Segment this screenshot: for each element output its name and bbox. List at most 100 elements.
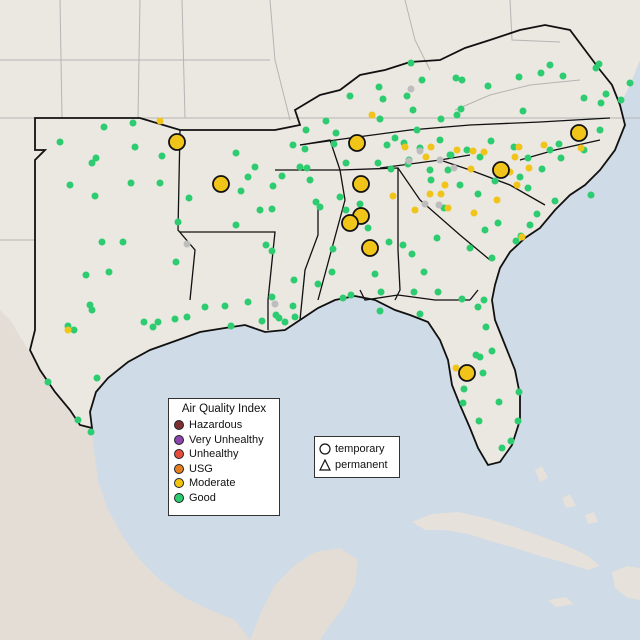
good-site-marker [66,181,74,189]
land-hispaniola [612,566,640,600]
legend-label: Hazardous [189,419,243,432]
land-cuba [412,512,600,570]
good-site-marker [474,190,482,198]
good-site-marker [498,444,506,452]
good-site-marker [516,173,524,181]
good-site-marker [519,107,527,115]
good-site-marker [183,313,191,321]
good-site-marker [475,417,483,425]
good-site-marker [56,138,64,146]
good-site-marker [291,313,299,321]
gray-site-marker [435,201,443,209]
moderate-site-marker [518,233,526,241]
land-us [0,0,640,465]
moderate-site-marker [401,143,409,151]
moderate-site-marker [513,181,521,189]
moderate-site-marker [368,111,376,119]
good-site-marker [262,241,270,249]
good-swatch [174,492,184,503]
good-site-marker [278,172,286,180]
good-site-marker [301,145,309,153]
good-site-marker [129,119,137,127]
good-sites [44,59,634,452]
good-site-marker [158,152,166,160]
gray-site-marker [436,156,444,164]
good-site-marker [82,271,90,279]
gray-site-marker [183,240,191,248]
good-site-marker [92,154,100,162]
good-site-marker [452,74,460,82]
temporary-label: temporary [335,443,385,455]
region-outline [29,24,626,467]
good-site-marker [546,61,554,69]
good-site-marker [268,205,276,213]
good-site-marker [420,268,428,276]
legend-label: USG [189,462,213,475]
good-site-marker [100,123,108,131]
good-site-marker [597,99,605,107]
gray-site-marker [416,147,424,155]
moderate-site-marker [452,364,460,372]
good-site-marker [476,353,484,361]
good-site-marker [514,417,522,425]
moderate-site-marker [389,192,397,200]
good-site-marker [559,72,567,80]
moderate-site-marker [422,153,430,161]
unhealthy-swatch [174,449,184,460]
good-site-marker [433,234,441,242]
good-site-marker [119,238,127,246]
good-site-marker [256,206,264,214]
moderate-site-marker [470,209,478,217]
good-site-marker [336,193,344,201]
moderate-site-marker [540,141,548,149]
moderate-temporary-marker [492,161,510,179]
good-site-marker [515,388,523,396]
land-bahamas [535,466,598,524]
hazardous-swatch [174,420,184,431]
good-site-marker [434,288,442,296]
good-site-marker [281,318,289,326]
good-site-marker [302,126,310,134]
moderate-temporary-marker [348,134,366,152]
moderate-site-marker [480,148,488,156]
good-site-marker [131,143,139,151]
moderate-site-marker [427,143,435,151]
good-site-marker [105,268,113,276]
moderate-site-marker [453,146,461,154]
good-site-marker [418,76,426,84]
good-site-marker [330,140,338,148]
good-site-marker [98,238,106,246]
gray-sites [183,85,458,308]
moderate-site-marker [411,206,419,214]
good-site-marker [385,238,393,246]
good-site-marker [537,69,545,77]
good-site-marker [149,323,157,331]
good-site-marker [416,310,424,318]
good-site-marker [533,210,541,218]
good-site-marker [364,224,372,232]
good-site-marker [510,143,518,151]
good-site-marker [476,153,484,161]
permanent-label: permanent [335,459,388,471]
good-site-marker [463,146,471,154]
good-site-marker [221,302,229,310]
moderate-site-marker [64,326,72,334]
circle-icon [319,443,331,455]
good-site-marker [407,59,415,67]
land-yucatan [250,548,358,640]
good-site-marker [387,165,395,173]
good-site-marker [596,126,604,134]
good-site-marker [487,137,495,145]
moderate-temporary-marker [341,214,359,232]
shape-legend: temporary permanent [314,436,400,478]
aqi-legend: Air Quality Index Hazardous Very Unhealt… [168,398,280,516]
good-site-marker [342,159,350,167]
good-site-marker [427,176,435,184]
good-site-marker [436,136,444,144]
good-site-marker [244,173,252,181]
good-site-marker [480,296,488,304]
moderate-site-marker [515,143,523,151]
good-site-marker [376,307,384,315]
moderate-temporary-marker [168,133,186,151]
